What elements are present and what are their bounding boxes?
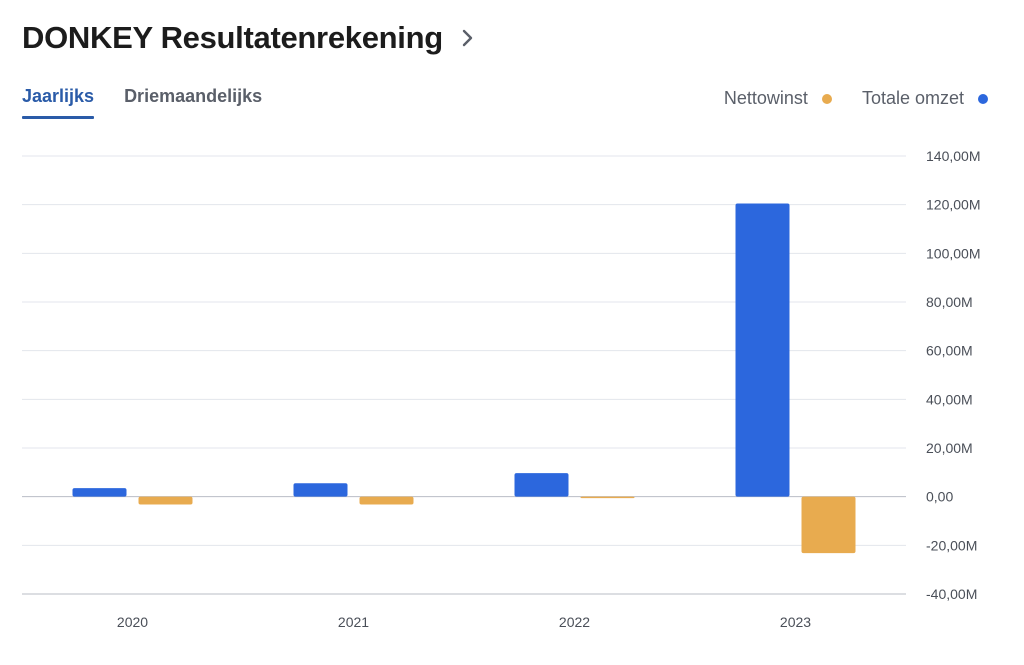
y-tick-label: 100,00M (926, 245, 980, 261)
legend-label-nettowinst: Nettowinst (723, 88, 808, 108)
bar-nettowinst-2023 (801, 496, 856, 554)
chart-legend: Nettowinst Totale omzet (694, 88, 988, 109)
tab-driemaandelijks[interactable]: Driemaandelijks (124, 86, 263, 106)
y-tick-label: 0,00 (926, 489, 953, 505)
period-tabs: Jaarlijks Driemaandelijks (22, 86, 292, 119)
y-tick-label: 80,00M (926, 294, 973, 310)
header: DONKEY Resultatenrekening (22, 20, 475, 56)
bar-totale-omzet-2023 (735, 203, 790, 497)
y-tick-label: -40,00M (926, 586, 977, 602)
bar-nettowinst-2021 (359, 496, 414, 505)
y-tick-label: 120,00M (926, 197, 980, 213)
legend-item-nettowinst[interactable]: Nettowinst (724, 88, 832, 109)
legend-item-totale-omzet[interactable]: Totale omzet (862, 88, 988, 109)
x-tick-label: 2023 (780, 614, 811, 630)
bar-totale-omzet-2021 (293, 483, 348, 497)
bar-nettowinst-2020 (138, 496, 193, 505)
legend-dot-nettowinst (821, 93, 832, 104)
y-tick-label: 60,00M (926, 343, 973, 359)
legend-dot-totale-omzet (978, 93, 988, 104)
chevron-right-icon[interactable] (461, 27, 475, 49)
x-tick-label: 2022 (559, 614, 590, 630)
bar-totale-omzet-2020 (72, 488, 127, 497)
x-tick-label: 2021 (338, 614, 369, 630)
page-title: DONKEY Resultatenrekening (22, 20, 443, 55)
bar-totale-omzet-2022 (514, 473, 569, 497)
x-tick-label: 2020 (117, 614, 148, 630)
tab-jaarlijks[interactable]: Jaarlijks (22, 86, 95, 119)
y-tick-label: 20,00M (926, 440, 973, 456)
y-tick-label: -20,00M (926, 537, 977, 553)
legend-label-totale-omzet: Totale omzet (861, 88, 964, 108)
y-tick-label: 40,00M (926, 391, 973, 407)
bar-nettowinst-2022 (580, 496, 635, 499)
y-tick-label: 140,00M (926, 148, 980, 164)
